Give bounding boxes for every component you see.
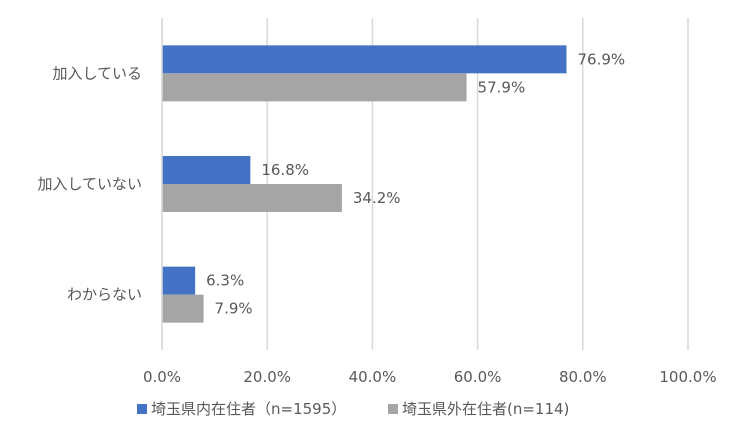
bar-inside-0 (162, 45, 567, 74)
x-tick-label: 20.0% (243, 368, 291, 386)
category-label: 加入していない (37, 175, 142, 193)
axes: 0.0% 20.0% 40.0% 60.0% 80.0% 100.0% 加入している加入して… (37, 18, 717, 386)
legend-label: 埼玉県内在住者（n=1595） (151, 400, 346, 418)
bar-inside-1 (162, 156, 251, 184)
category-label: 加入している (52, 64, 142, 82)
data-label: 34.2% (353, 189, 401, 207)
data-label: 57.9% (478, 78, 526, 96)
x-tick-label: 80.0% (559, 368, 607, 386)
data-label: 76.9% (577, 50, 625, 68)
bars (162, 45, 567, 323)
bar-outside-1 (162, 184, 342, 212)
legend-swatch (137, 404, 147, 414)
bar-outside-0 (162, 73, 467, 102)
bar-outside-2 (162, 294, 204, 323)
legend-swatch (388, 404, 398, 414)
x-tick-label: 40.0% (349, 368, 397, 386)
x-tick-label: 0.0% (143, 368, 181, 386)
data-label: 16.8% (261, 161, 309, 179)
data-label: 7.9% (215, 300, 253, 318)
legend: 埼玉県内在住者（n=1595） 埼玉県外在住者(n=114) (137, 400, 569, 418)
x-tick-label: 60.0% (454, 368, 502, 386)
data-labels: 76.9% 57.9% 16.8% 34.2% 6.3% 7.9% (206, 50, 625, 317)
x-tick-label: 100.0% (659, 368, 716, 386)
legend-label: 埼玉県外在住者(n=114) (402, 400, 569, 418)
bar-inside-2 (162, 266, 196, 295)
category-label: わからない (67, 286, 142, 304)
data-label: 6.3% (206, 272, 244, 290)
